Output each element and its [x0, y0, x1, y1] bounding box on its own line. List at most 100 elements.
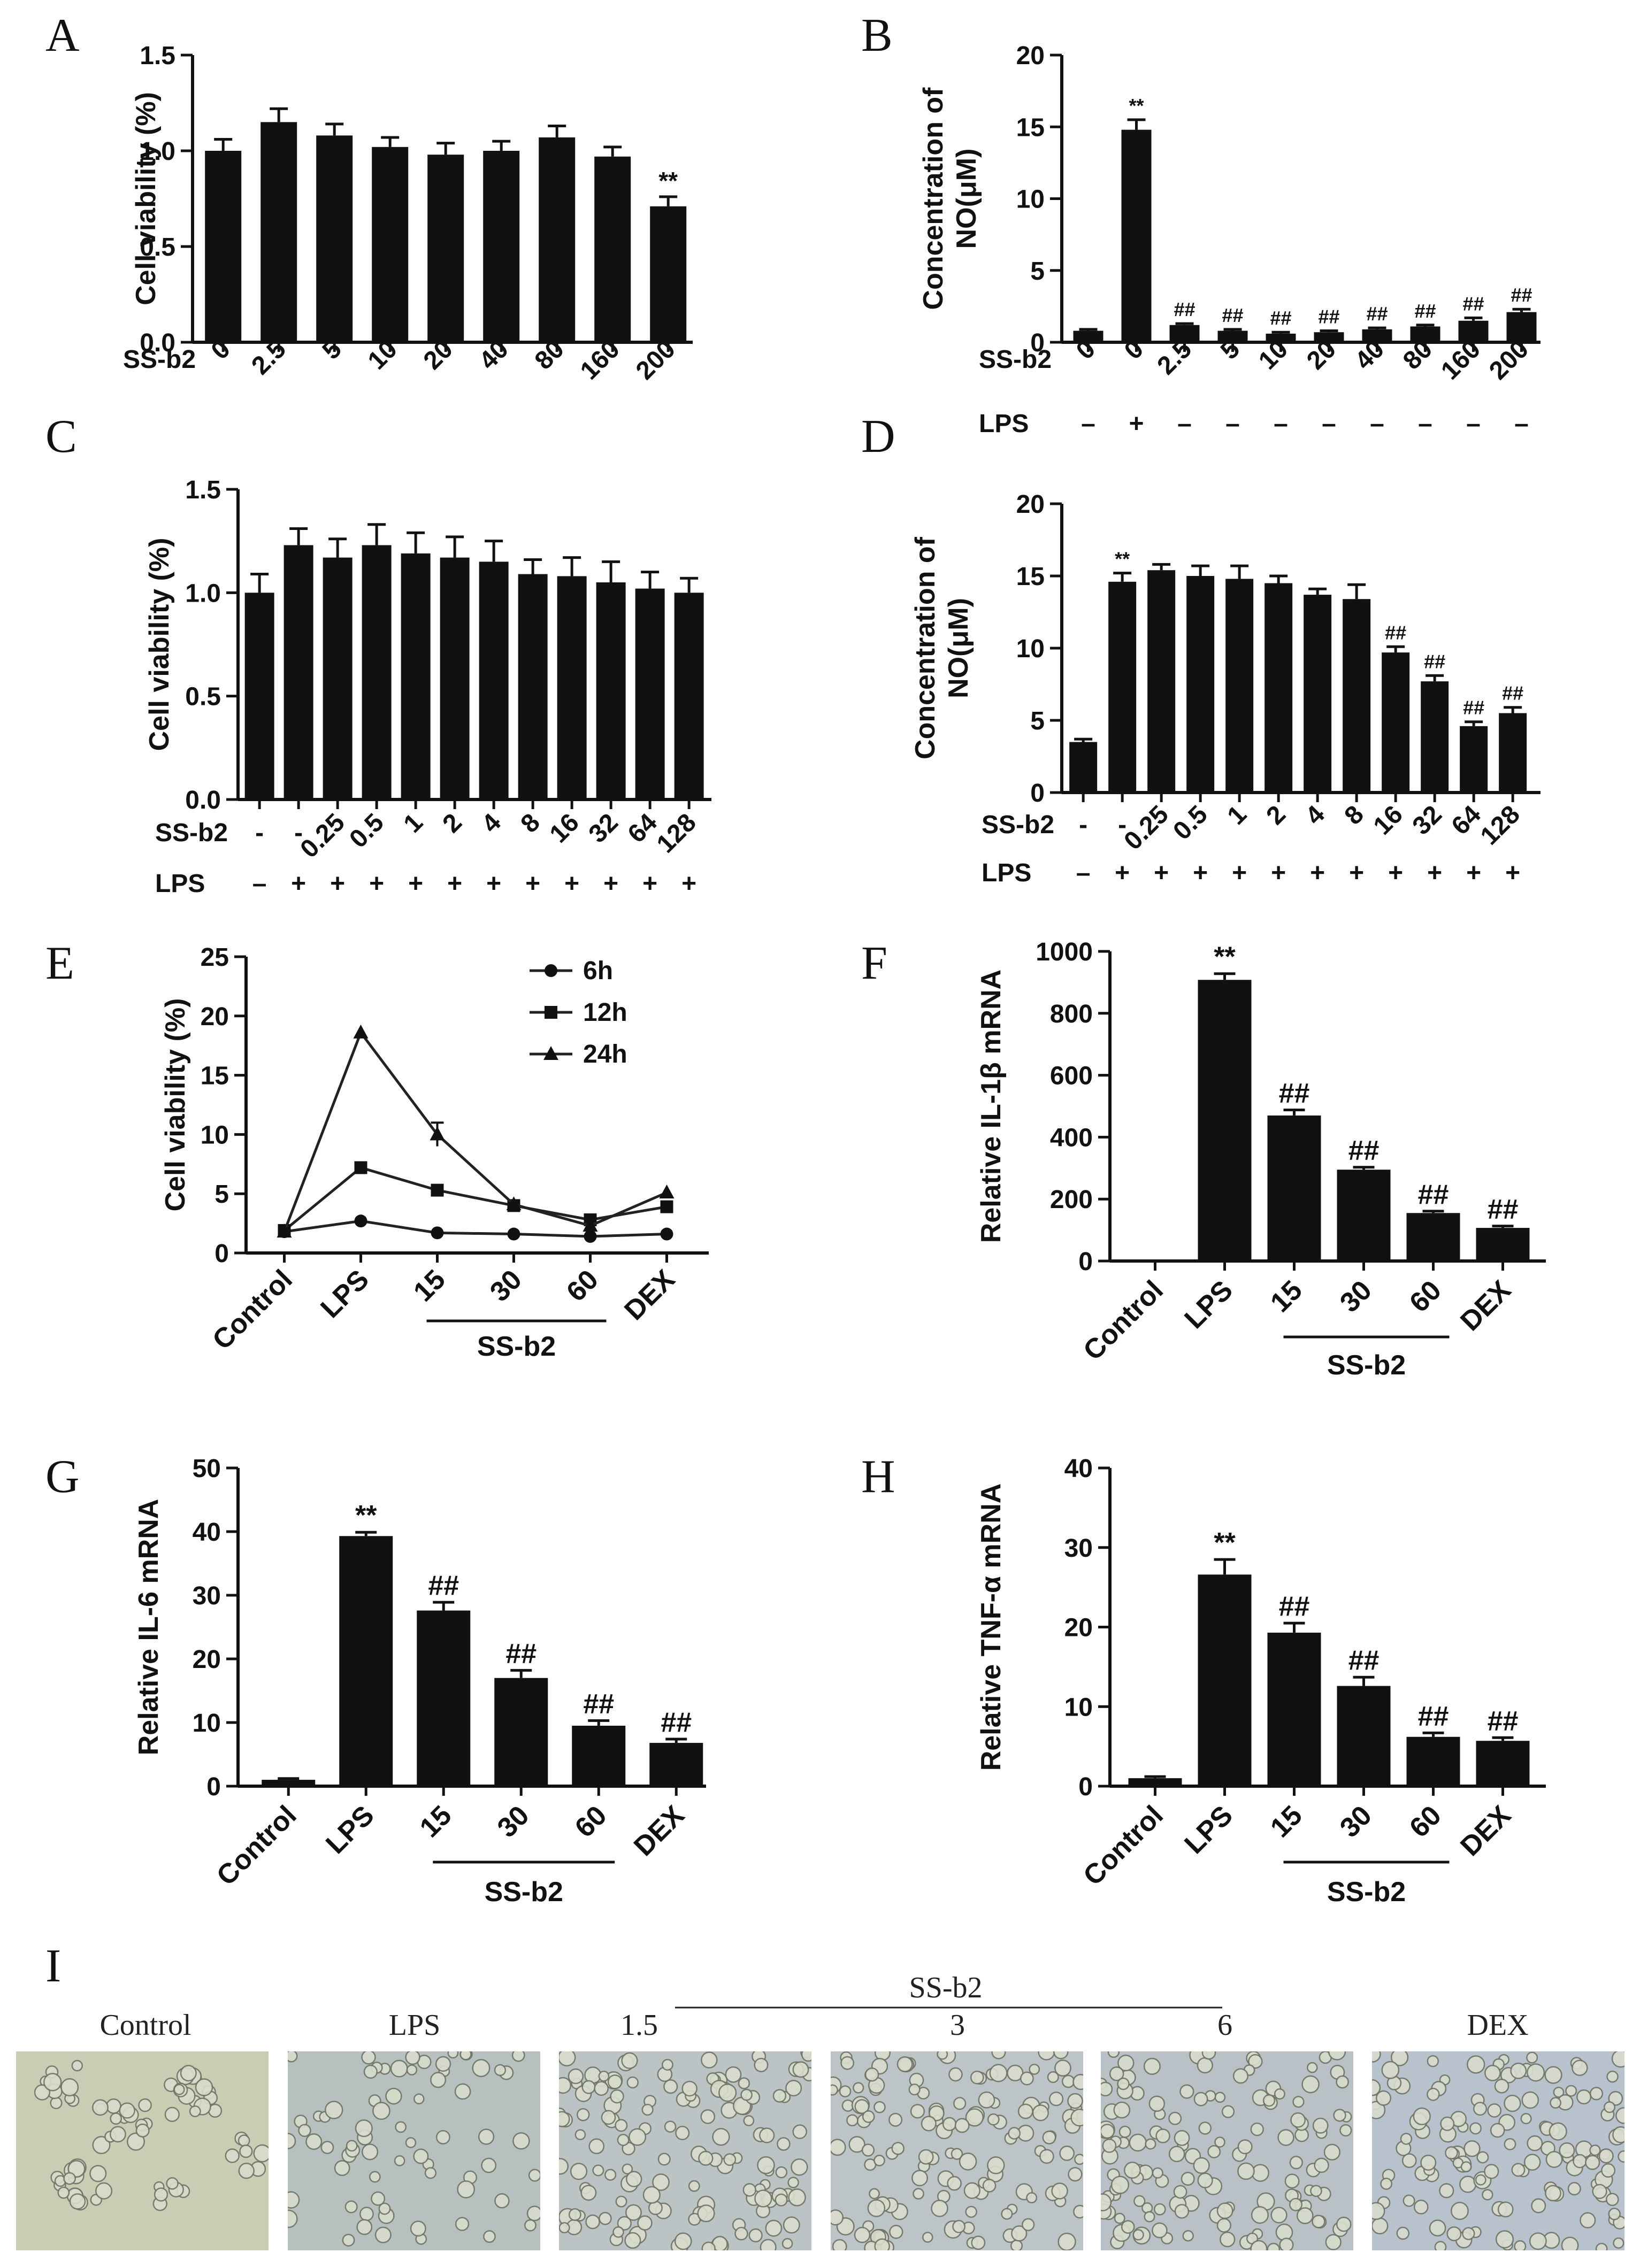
cell [910, 2104, 925, 2119]
significance-label: ## [1348, 1645, 1380, 1676]
cell [1592, 2184, 1607, 2199]
cell [1048, 2092, 1064, 2106]
cell [740, 2088, 753, 2101]
cell [524, 2219, 537, 2232]
x-tick-label: + [330, 870, 345, 898]
bar [1410, 326, 1440, 342]
x-tick-label: + [408, 870, 423, 898]
cell [664, 2120, 677, 2133]
cell [661, 2059, 673, 2071]
bar [260, 122, 297, 343]
legend-marker [543, 1046, 558, 1060]
cell [1207, 2145, 1221, 2158]
y-tick-label: 0 [214, 1240, 229, 1268]
cell [832, 2239, 847, 2250]
cell [929, 2105, 945, 2121]
cell [173, 2084, 185, 2095]
cell [135, 2123, 150, 2138]
cell [1529, 2232, 1547, 2250]
cell [1440, 2116, 1455, 2131]
bar [1267, 1632, 1321, 1786]
y-tick-label: 5 [214, 1180, 229, 1209]
cell [1400, 2133, 1413, 2145]
cell [1372, 2217, 1389, 2235]
bar [1406, 1736, 1460, 1786]
cell [1011, 2225, 1028, 2242]
cell [1484, 2164, 1499, 2179]
cell [154, 2187, 168, 2202]
cell [1279, 2238, 1294, 2250]
cell [1216, 2218, 1231, 2233]
x-tick-label: + [1310, 859, 1325, 887]
cell [1197, 2172, 1213, 2188]
bar [401, 553, 431, 799]
cell [126, 2132, 145, 2151]
y-tick-label: 25 [201, 943, 229, 972]
x-tick-label: + [1349, 859, 1364, 887]
bar [650, 206, 687, 342]
cell [831, 2139, 846, 2156]
cell [588, 2138, 605, 2155]
y-axis-label: Relative IL-1β mRNA [976, 970, 1007, 1243]
cell [424, 2167, 437, 2179]
cell [712, 2128, 730, 2146]
x-tick-label: + [642, 870, 657, 898]
x-tick-label: 128 [652, 808, 702, 858]
bar [494, 1678, 548, 1786]
cell [494, 2193, 510, 2209]
panel-letter: I [45, 1940, 61, 1992]
cell [1427, 2088, 1440, 2101]
cell [698, 2150, 714, 2166]
cell [1413, 2200, 1429, 2215]
cell [738, 2077, 750, 2089]
cell [1526, 2051, 1538, 2064]
cell [864, 2067, 879, 2082]
cell [1148, 2095, 1166, 2112]
x-tick-label: 128 [1475, 800, 1526, 850]
y-tick-label: 30 [1064, 1534, 1093, 1563]
cell [1463, 2140, 1481, 2157]
panel-letter: D [861, 411, 895, 463]
cell [60, 2078, 79, 2097]
cell [1550, 2097, 1561, 2109]
micrograph-cells [831, 2051, 1083, 2250]
cell [574, 2129, 586, 2141]
cell [642, 2186, 661, 2204]
x-tick-label: DEX [1454, 1800, 1517, 1862]
cell [1553, 2086, 1565, 2098]
x-tick-label: LPS [1178, 1800, 1239, 1860]
cell [991, 2051, 1006, 2059]
series-line-12h [283, 1166, 667, 1232]
cell [1613, 2237, 1624, 2249]
cell [1310, 2185, 1322, 2197]
data-point-6h [354, 1214, 367, 1228]
cell [788, 2188, 806, 2207]
y-tick-label: 30 [193, 1582, 221, 1610]
bar [539, 137, 576, 342]
cell [1274, 2088, 1285, 2100]
x-tick-label: – [1370, 410, 1384, 438]
cell [1168, 2111, 1182, 2125]
bar [1147, 570, 1176, 793]
significance-label: ## [1424, 650, 1445, 672]
cell [447, 2051, 459, 2059]
cell [942, 2117, 957, 2132]
x-tick-label: 2 [438, 808, 468, 838]
cell [1339, 2124, 1352, 2137]
cell [189, 2105, 201, 2118]
cell [688, 2180, 700, 2192]
cell [873, 2101, 886, 2113]
cell [34, 2084, 51, 2101]
cell [166, 2177, 179, 2190]
cell [1595, 2242, 1608, 2250]
y-tick-label: 0 [1078, 1248, 1093, 1276]
bar [262, 1780, 316, 1786]
cell [610, 2089, 624, 2104]
data-point-12h [660, 1200, 673, 1213]
cell [1514, 2240, 1527, 2250]
bar [1362, 329, 1392, 342]
y-tick-label: 15 [1016, 113, 1045, 142]
x-tick-label: 32 [1407, 800, 1447, 840]
bar [572, 1725, 626, 1786]
y-tick-label: 600 [1050, 1062, 1093, 1090]
